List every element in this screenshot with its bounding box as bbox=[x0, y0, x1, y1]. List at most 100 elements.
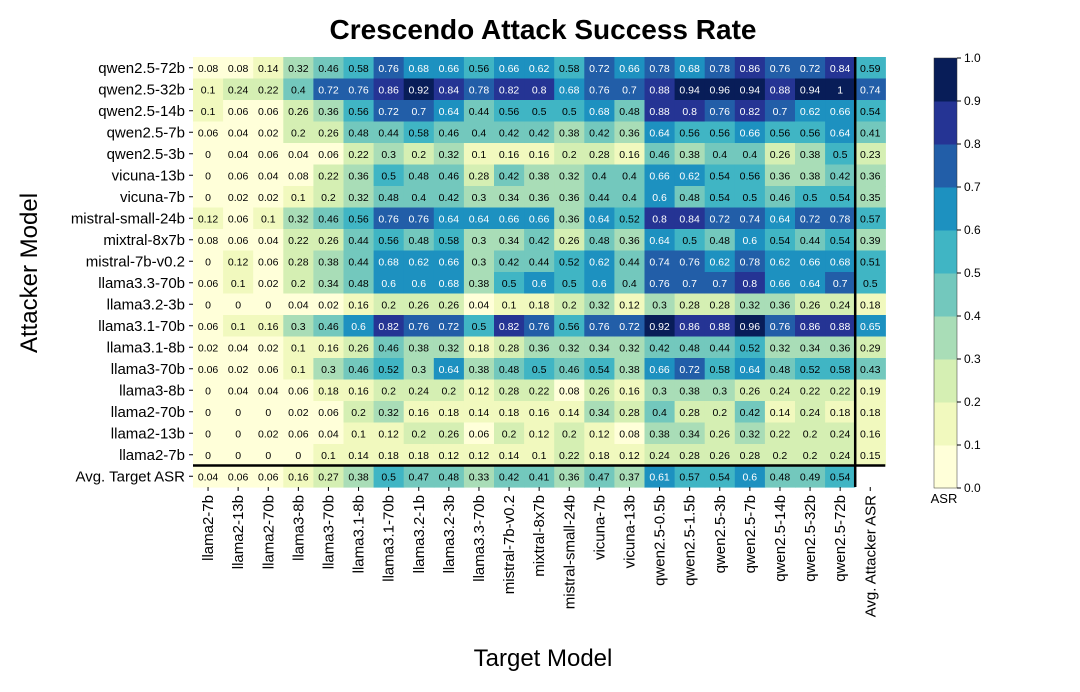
heatmap-cell-label: 0.02 bbox=[258, 428, 279, 440]
heatmap-cell bbox=[463, 100, 495, 123]
heatmap-cell-label: 0.26 bbox=[439, 299, 460, 311]
heatmap-cell bbox=[283, 78, 314, 101]
heatmap-cell bbox=[734, 379, 766, 402]
heatmap-cell-label: 0.32 bbox=[559, 342, 580, 354]
heatmap-cell-label: 0.8 bbox=[743, 278, 758, 290]
heatmap-cell-label: 0.18 bbox=[499, 407, 520, 419]
heatmap-cell-label: 0.3 bbox=[291, 321, 306, 333]
heatmap-cell bbox=[734, 315, 766, 338]
heatmap-cell bbox=[343, 78, 375, 101]
heatmap-cell-label: 0.54 bbox=[830, 235, 851, 247]
heatmap-cell bbox=[463, 78, 495, 101]
heatmap-cell bbox=[343, 186, 375, 209]
heatmap-cell bbox=[193, 444, 224, 467]
heatmap-cell-label: 0.66 bbox=[529, 213, 550, 225]
heatmap-cell-label: 0.76 bbox=[589, 84, 610, 96]
heatmap-cell-label: 0.62 bbox=[770, 256, 791, 268]
heatmap-cell bbox=[463, 422, 495, 445]
heatmap-cell-label: 0.2 bbox=[291, 278, 306, 290]
heatmap-cell-label: 0.12 bbox=[619, 450, 640, 462]
heatmap-cell bbox=[253, 164, 284, 187]
heatmap-cell bbox=[584, 207, 615, 230]
heatmap-cell bbox=[313, 186, 345, 209]
heatmap-cell bbox=[463, 121, 495, 144]
heatmap-cell-label: 0.38 bbox=[649, 428, 670, 440]
heatmap-cell bbox=[223, 229, 254, 252]
heatmap-cell-label: 0.78 bbox=[740, 256, 761, 268]
heatmap-cell bbox=[283, 401, 314, 424]
colorbar-tick-label: 0.1 bbox=[964, 438, 981, 452]
heatmap-cell bbox=[554, 465, 585, 488]
heatmap-cell-label: 0.26 bbox=[439, 428, 460, 440]
heatmap-cell-label: 0.26 bbox=[409, 299, 430, 311]
heatmap-cell bbox=[795, 336, 826, 359]
heatmap-cell-label: 0.34 bbox=[679, 428, 700, 440]
heatmap-cell bbox=[825, 272, 856, 295]
heatmap-cell-label: 0.14 bbox=[469, 407, 490, 419]
row-label: Avg. Target ASR bbox=[75, 468, 185, 485]
heatmap-cell-label: 0.12 bbox=[228, 256, 249, 268]
heatmap-cell-label: 0.92 bbox=[409, 84, 430, 96]
heatmap-cell bbox=[193, 336, 224, 359]
heatmap-cell bbox=[283, 250, 314, 273]
heatmap-cell bbox=[193, 465, 224, 488]
heatmap-cell bbox=[463, 57, 495, 80]
heatmap-cell bbox=[584, 401, 615, 424]
heatmap-cell-label: 0.06 bbox=[469, 428, 490, 440]
row-label: mistral-7b-v0.2 bbox=[86, 253, 185, 270]
heatmap-cell-label: 0.1 bbox=[231, 278, 246, 290]
heatmap-cell bbox=[313, 272, 345, 295]
heatmap-cell-label: 0 bbox=[235, 450, 241, 462]
heatmap-cell bbox=[795, 422, 826, 445]
heatmap-cell bbox=[373, 121, 405, 144]
heatmap-cell-label: 0.96 bbox=[710, 84, 731, 96]
heatmap-cell bbox=[373, 164, 405, 187]
heatmap-cell bbox=[193, 100, 224, 123]
heatmap-cell-label: 0.54 bbox=[830, 192, 851, 204]
heatmap-cell-label: 0.72 bbox=[619, 321, 640, 333]
heatmap-cell bbox=[403, 57, 435, 80]
heatmap-cell-label: 0.88 bbox=[770, 84, 791, 96]
colorbar-band bbox=[934, 187, 957, 231]
heatmap-cell bbox=[584, 272, 615, 295]
heatmap-cell bbox=[554, 186, 585, 209]
heatmap-cell-label: 0.06 bbox=[258, 364, 279, 376]
heatmap-cell-label: 0.3 bbox=[652, 299, 667, 311]
heatmap-cell bbox=[825, 207, 856, 230]
heatmap-cell bbox=[494, 100, 525, 123]
heatmap-cell bbox=[193, 250, 224, 273]
heatmap-cell bbox=[614, 336, 646, 359]
heatmap-cell bbox=[795, 401, 826, 424]
heatmap-cell bbox=[734, 57, 766, 80]
heatmap-cell bbox=[373, 422, 405, 445]
heatmap-cell bbox=[764, 143, 796, 166]
heatmap-cell bbox=[223, 358, 254, 381]
heatmap-cell bbox=[614, 272, 646, 295]
heatmap-cell-label: 0.44 bbox=[378, 127, 399, 139]
heatmap-cell-label: 0.2 bbox=[562, 299, 577, 311]
heatmap-cell-label: 0.22 bbox=[288, 235, 309, 247]
heatmap-cell-label: 0.02 bbox=[228, 192, 249, 204]
heatmap-cell bbox=[193, 164, 224, 187]
heatmap-cell bbox=[223, 250, 254, 273]
heatmap-cell bbox=[433, 229, 465, 252]
heatmap-cell bbox=[403, 272, 435, 295]
heatmap-cell bbox=[524, 444, 555, 467]
heatmap-cell bbox=[584, 293, 615, 316]
heatmap-cell bbox=[855, 143, 886, 166]
heatmap-cell-label: 0.16 bbox=[258, 321, 279, 333]
heatmap-cell bbox=[253, 207, 284, 230]
heatmap-cell-label: 0.64 bbox=[439, 213, 460, 225]
heatmap-cell-label: 0.12 bbox=[439, 450, 460, 462]
heatmap-cell-label: 0.28 bbox=[679, 407, 700, 419]
heatmap-cell-label: 0.04 bbox=[228, 127, 249, 139]
heatmap-cell bbox=[433, 100, 465, 123]
heatmap-cell-label: 0.66 bbox=[649, 364, 670, 376]
heatmap-cell-label: 0.12 bbox=[469, 385, 490, 397]
heatmap-cell-label: 0.54 bbox=[710, 170, 731, 182]
heatmap-cell bbox=[764, 315, 796, 338]
heatmap-cell bbox=[795, 164, 826, 187]
heatmap-cell-label: 0.1 bbox=[291, 364, 306, 376]
heatmap-cell bbox=[253, 57, 284, 80]
heatmap-cell-label: 0.78 bbox=[830, 213, 851, 225]
